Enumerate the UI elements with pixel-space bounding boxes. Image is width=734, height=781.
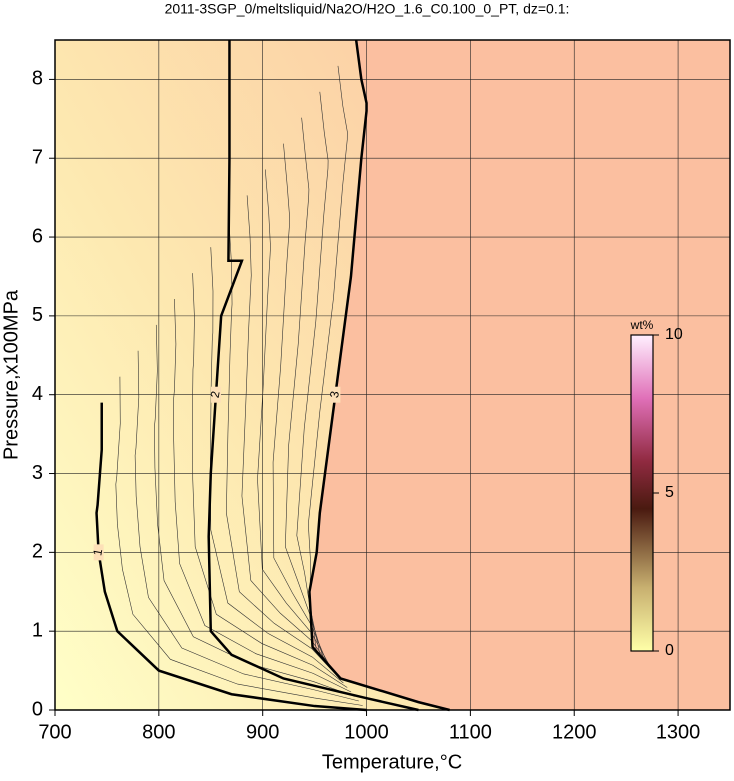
x-tick-label: 900	[246, 721, 279, 743]
colorbar	[630, 334, 654, 652]
region-fill	[55, 40, 450, 710]
y-tick-label: 3	[32, 462, 43, 484]
y-tick-label: 6	[32, 225, 43, 247]
y-tick-label: 2	[32, 541, 43, 563]
contour-line	[95, 402, 367, 712]
chart-title: 2011-3SGP_0/meltsliquid/Na2O/H2O_1.6_C0.…	[165, 1, 570, 17]
x-tick-label: 1200	[552, 721, 597, 743]
x-axis-label: Temperature,°C	[322, 751, 462, 773]
y-axis-label: Pressure,x100MPa	[0, 289, 22, 460]
contour-label-bg	[210, 386, 221, 403]
colorbar-tick-label: 0	[665, 642, 674, 659]
x-tick-label: 800	[142, 721, 175, 743]
contour-line	[308, 39, 450, 712]
thin-contour	[241, 195, 336, 675]
contour-line	[207, 40, 419, 712]
y-tick-label: 7	[32, 147, 43, 169]
x-tick-label: 1300	[656, 721, 701, 743]
thin-contour	[154, 324, 356, 697]
x-tick-label: 700	[38, 721, 71, 743]
x-tick-label: 1000	[344, 721, 389, 743]
y-tick-label: 1	[32, 619, 43, 641]
colorbar-tick-label: 5	[665, 484, 674, 501]
y-tick-label: 0	[32, 698, 43, 720]
contour-label: 3	[327, 390, 342, 399]
contour-label: 2	[208, 390, 223, 399]
plot-frame	[54, 39, 731, 711]
thin-contour	[192, 273, 348, 688]
thin-contour	[257, 169, 333, 670]
y-tick-label: 5	[32, 304, 43, 326]
colorbar-tick-label: 10	[665, 326, 683, 343]
thin-contour	[272, 143, 329, 666]
contour-label-bg	[330, 386, 341, 403]
y-tick-label: 8	[32, 68, 43, 90]
thin-contour	[134, 350, 359, 702]
thin-contour	[296, 91, 329, 657]
x-tick-label: 1100	[449, 721, 492, 743]
thin-contour	[210, 247, 344, 684]
thin-contour	[115, 376, 363, 706]
contour-label: 1	[90, 547, 105, 556]
thin-contour	[173, 298, 352, 693]
y-tick-label: 4	[32, 383, 43, 405]
contour-label-bg	[93, 544, 104, 561]
thin-contour	[308, 65, 348, 652]
colorbar-label: wt%	[630, 318, 654, 332]
thin-contour	[285, 117, 325, 661]
thin-contours	[115, 65, 363, 706]
